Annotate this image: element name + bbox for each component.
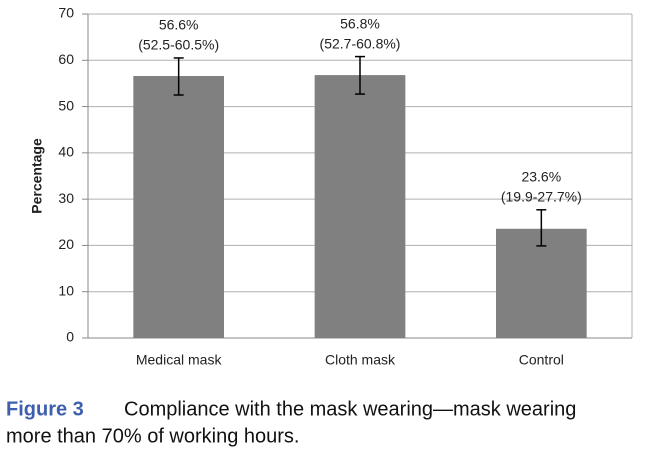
value-label: 56.6% [159, 17, 199, 33]
y-tick-label: 40 [58, 144, 74, 160]
x-tick-label: Control [519, 352, 564, 368]
caption-text: more than 70% of working hours. [6, 425, 300, 447]
y-tick-label: 10 [58, 282, 74, 298]
x-tick-label: Medical mask [136, 352, 223, 368]
y-tick-label: 70 [58, 5, 74, 21]
caption-text: Compliance with the mask wearing—mask we… [124, 398, 576, 420]
bar [314, 75, 406, 339]
ci-label: (19.9-27.7%) [501, 188, 582, 204]
ci-label: (52.5-60.5%) [138, 37, 219, 53]
y-tick-label: 60 [58, 51, 74, 67]
caption-label: Figure 3 [6, 398, 84, 420]
value-label: 56.8% [340, 15, 380, 31]
bar [133, 76, 224, 338]
bar [496, 228, 587, 338]
y-axis-label: Percentage [29, 138, 45, 214]
value-label: 23.6% [521, 168, 561, 184]
y-tick-label: 30 [58, 190, 74, 206]
y-tick-label: 50 [58, 97, 74, 113]
ci-label: (52.7-60.8%) [320, 35, 401, 51]
y-tick-label: 0 [66, 329, 74, 345]
x-tick-label: Cloth mask [325, 352, 396, 368]
y-tick-label: 20 [58, 236, 74, 252]
